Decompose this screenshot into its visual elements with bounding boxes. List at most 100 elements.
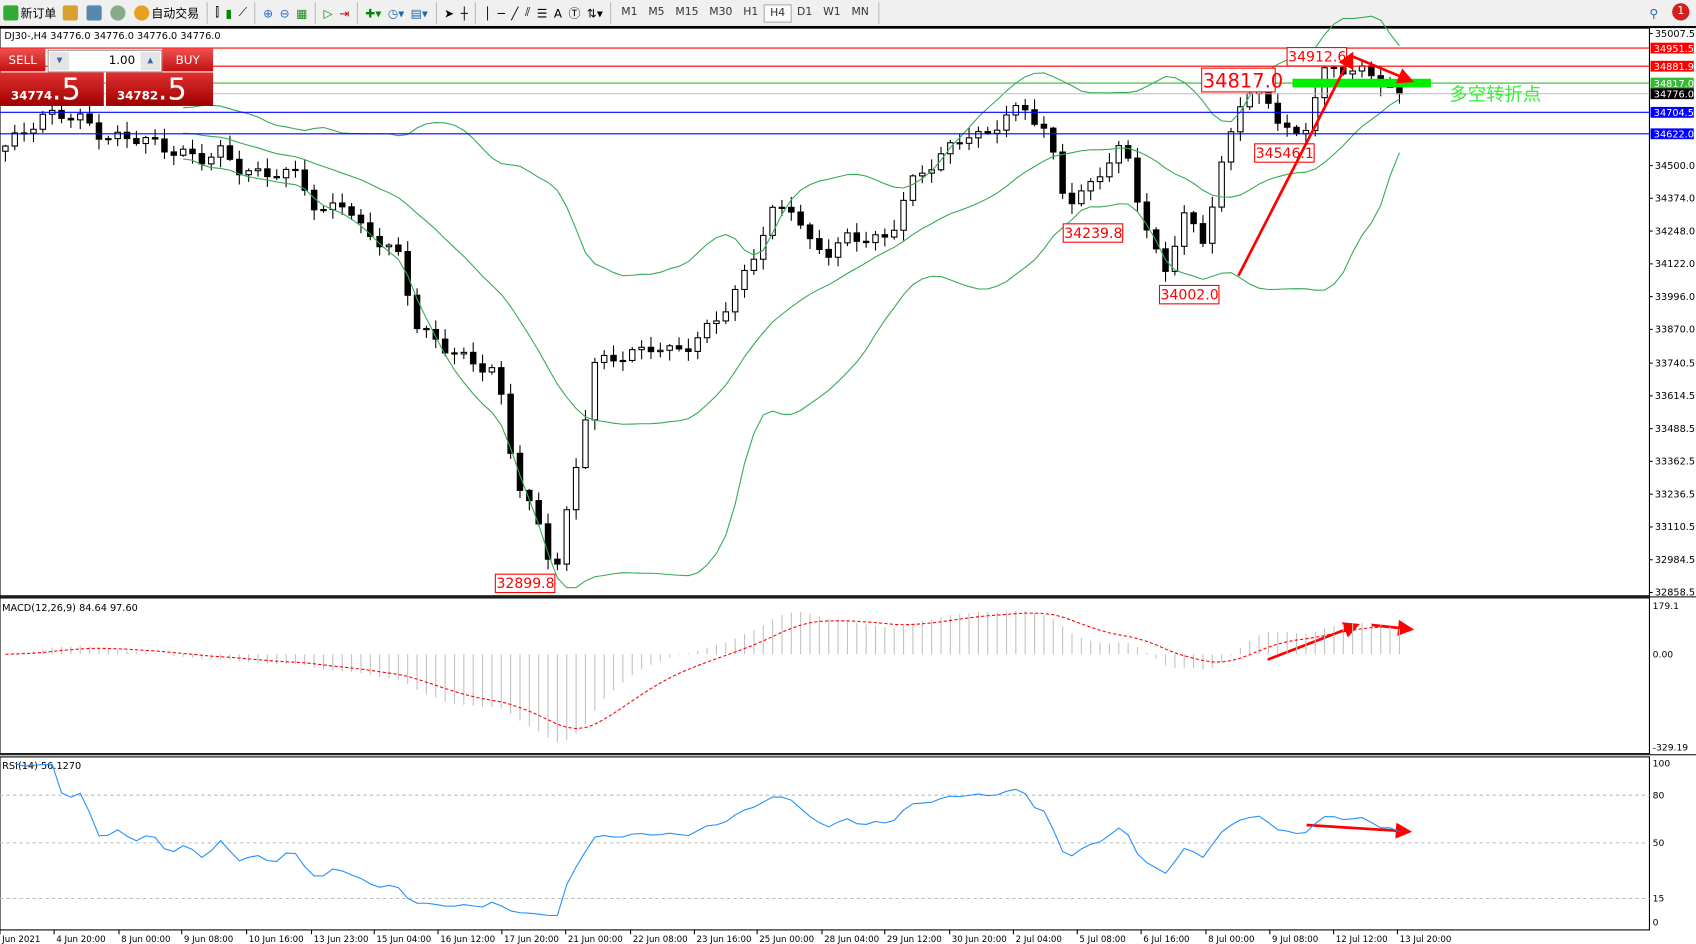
new-order-button[interactable]: 新订单 xyxy=(0,1,59,25)
lot-increase-button[interactable]: ▲ xyxy=(140,51,161,71)
lot-decrease-button[interactable]: ▼ xyxy=(49,51,70,71)
auto-scroll-button[interactable]: ▷ xyxy=(320,1,336,25)
horizontal-line-button[interactable]: ─ xyxy=(494,1,508,25)
candle xyxy=(1050,127,1057,153)
price-level-label: 34881.9 xyxy=(1654,62,1694,73)
candle xyxy=(469,351,477,365)
price-tick-label: 33740.5 xyxy=(1655,358,1695,369)
candle xyxy=(825,248,832,258)
timeframe-bar: M1 M5 M15 M30 H1 H4 D1 W1 MN xyxy=(616,3,874,23)
timeframe-m15[interactable]: M15 xyxy=(675,5,699,18)
buy-button[interactable]: BUY xyxy=(162,48,214,72)
timeframe-m5[interactable]: M5 xyxy=(648,5,665,18)
crosshair-icon: ┼ xyxy=(460,5,468,21)
candle xyxy=(114,131,121,140)
chart-shift-button[interactable]: ⇥ xyxy=(336,1,352,25)
candle xyxy=(1237,106,1244,133)
time-axis-label: 9 Jul 08:00 xyxy=(1272,935,1318,944)
time-axis-label: 5 Jul 08:00 xyxy=(1079,935,1125,944)
channel-button[interactable]: ⫽ xyxy=(522,1,534,25)
rsi-pane xyxy=(0,756,1650,931)
bar-chart-button[interactable]: ⫿ xyxy=(212,1,222,25)
turning-point-zone xyxy=(1292,78,1431,88)
text-label-button[interactable]: Ⓣ xyxy=(565,1,583,25)
timeframe-m1[interactable]: M1 xyxy=(621,5,638,18)
cursor-button[interactable]: ➤ xyxy=(441,1,457,25)
lot-size-field[interactable]: ▼ 1.00 ▲ xyxy=(47,49,163,73)
candle xyxy=(853,232,861,242)
trend-arrow xyxy=(1351,54,1414,84)
candle xyxy=(357,214,365,224)
candle xyxy=(39,113,47,130)
search-button[interactable]: ⚲ xyxy=(1646,1,1661,25)
candle xyxy=(610,354,617,362)
tile-windows-button[interactable]: ▦ xyxy=(293,1,311,25)
candle xyxy=(1349,70,1356,75)
signals-button[interactable] xyxy=(107,1,131,25)
sell-price[interactable]: 34774.5 xyxy=(0,72,104,106)
candle-chart-button[interactable]: ▮ xyxy=(222,1,235,25)
sell-button[interactable]: SELL xyxy=(0,48,46,72)
periods-button[interactable]: ◷▾ xyxy=(385,1,408,25)
timeframe-d1[interactable]: D1 xyxy=(797,5,813,18)
notification-badge: 1 xyxy=(1672,3,1690,21)
timeframe-m30[interactable]: M30 xyxy=(709,5,733,18)
vertical-line-button[interactable]: │ xyxy=(481,1,495,25)
timeframe-w1[interactable]: W1 xyxy=(823,5,841,18)
timeframe-mn[interactable]: MN xyxy=(851,5,869,18)
price-level-label: 34951.5 xyxy=(1654,44,1694,55)
fibonacci-button[interactable]: ☰ xyxy=(533,1,550,25)
candle xyxy=(1227,131,1235,163)
rsi-axis-label: 0 xyxy=(1653,918,1659,929)
candle xyxy=(806,224,814,240)
price-tick-label: 33110.5 xyxy=(1655,522,1695,533)
market-watch-button[interactable] xyxy=(59,1,83,25)
price-tick-label: 33488.5 xyxy=(1655,424,1695,435)
candle xyxy=(348,206,355,216)
price-level-label: 34622.0 xyxy=(1654,130,1694,141)
auto-trading-button[interactable]: 自动交易 xyxy=(131,1,202,25)
candle xyxy=(254,168,262,172)
notifications-button[interactable]: 1 xyxy=(1661,1,1696,25)
zoom-in-button[interactable]: ⊕ xyxy=(260,1,276,25)
price-annotation-box xyxy=(494,573,556,594)
price-annotation: 34817.0 xyxy=(1203,70,1283,93)
candle xyxy=(236,158,243,176)
main-pane xyxy=(0,27,1650,597)
zoom-out-button[interactable]: ⊖ xyxy=(276,1,292,25)
candle xyxy=(1031,109,1038,125)
candle xyxy=(170,151,178,156)
candle xyxy=(1368,65,1375,77)
candle xyxy=(629,349,636,362)
line-chart-button[interactable]: ⟋ xyxy=(235,1,250,25)
candle xyxy=(282,168,290,179)
timeframe-h4[interactable]: H4 xyxy=(763,3,792,23)
candle xyxy=(1396,85,1403,95)
zoom-out-icon: ⊖ xyxy=(279,5,290,21)
text-button[interactable]: A xyxy=(551,1,566,25)
crosshair-button[interactable]: ┼ xyxy=(457,1,471,25)
candle xyxy=(544,523,552,560)
price-annotation: 34912.6 xyxy=(1288,50,1346,66)
candle xyxy=(77,113,84,121)
candle xyxy=(1115,145,1122,164)
time-axis-label: 15 Jun 04:00 xyxy=(376,935,431,944)
candle xyxy=(900,199,907,231)
price-level-badge xyxy=(1650,77,1694,89)
arrows-button[interactable]: ⇅▾ xyxy=(584,1,606,25)
data-window-button[interactable] xyxy=(83,1,107,25)
candle xyxy=(666,345,673,351)
candle xyxy=(703,322,711,339)
timeframe-h1[interactable]: H1 xyxy=(743,5,759,18)
trendline-button[interactable]: ╱ xyxy=(508,1,522,25)
candle xyxy=(320,209,327,212)
buy-price[interactable]: 34782.5 xyxy=(105,72,214,106)
candle xyxy=(1106,162,1113,178)
candle xyxy=(432,328,440,340)
macd-label: MACD(12,26,9) 84.64 97.60 xyxy=(2,603,138,614)
candle xyxy=(937,153,945,171)
indicators-button[interactable]: ✚▾ xyxy=(362,1,384,25)
time-axis-label: 13 Jun 23:00 xyxy=(314,935,369,944)
templates-button[interactable]: ▤▾ xyxy=(407,1,431,25)
